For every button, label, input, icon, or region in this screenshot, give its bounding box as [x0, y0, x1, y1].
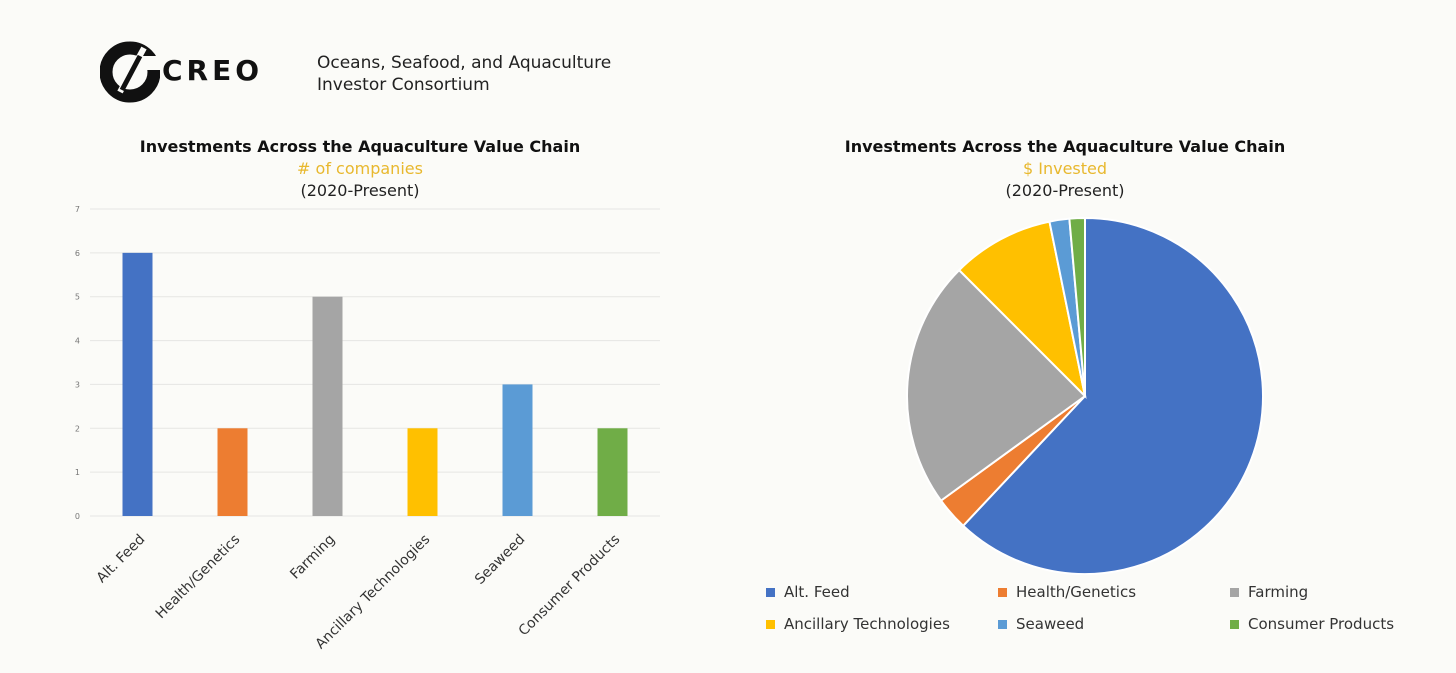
- legend-label: Consumer Products: [1248, 615, 1395, 633]
- x-tick-label: Alt. Feed: [94, 532, 149, 587]
- bar: [502, 384, 533, 516]
- legend-label: Farming: [1248, 583, 1309, 601]
- creo-logo-mark-icon: [100, 41, 160, 103]
- bar-chart-title: Investments Across the Aquaculture Value…: [139, 137, 581, 156]
- x-tick-label: Consumer Products: [516, 532, 624, 640]
- y-tick-label: 1: [75, 468, 80, 477]
- legend-label: Ancillary Technologies: [784, 615, 950, 633]
- legend-swatch: [766, 587, 775, 597]
- bar: [217, 428, 248, 516]
- y-tick-label: 6: [75, 249, 80, 258]
- legend-item-ancillary-technologies: Ancillary Technologies: [766, 614, 998, 634]
- pie-slice: [1048, 217, 1086, 397]
- legend-item-health-genetics: Health/Genetics: [998, 582, 1230, 602]
- legend-swatch: [766, 619, 775, 629]
- creo-logo-text: CREO: [162, 54, 264, 87]
- pie-legend: Alt. Feed Health/Genetics Farming Ancill…: [766, 582, 1446, 634]
- pie-slice: [939, 395, 1086, 528]
- legend-item-seaweed: Seaweed: [998, 614, 1230, 634]
- consortium-line-2: Investor Consortium: [317, 75, 490, 95]
- pie-slice: [961, 216, 1264, 575]
- y-tick-label: 5: [75, 293, 80, 302]
- x-tick-label: Health/Genetics: [153, 532, 244, 623]
- pie-slice: [906, 268, 1087, 503]
- pie-chart-subtitle: $ Invested: [1022, 159, 1108, 178]
- x-tick-label: Seaweed: [472, 532, 528, 588]
- pie-chart-title: Investments Across the Aquaculture Value…: [844, 137, 1286, 156]
- legend-swatch: [1230, 619, 1239, 629]
- bar: [312, 296, 343, 516]
- pie-chart-period: (2020-Present): [1005, 181, 1125, 200]
- bar: [597, 428, 628, 516]
- y-tick-label: 4: [75, 337, 80, 346]
- bar: [407, 428, 438, 516]
- bar: [122, 252, 153, 516]
- legend-label: Health/Genetics: [1016, 583, 1137, 601]
- legend-item-consumer-products: Consumer Products: [1230, 614, 1446, 634]
- bar-chart-subtitle: # of companies: [297, 159, 423, 178]
- legend-swatch: [998, 619, 1007, 629]
- consortium-name: Oceans, Seafood, and Aquaculture Investo…: [317, 52, 611, 96]
- pie-slice: [1068, 216, 1086, 397]
- y-tick-label: 2: [75, 424, 80, 433]
- pie-slice: [957, 220, 1087, 400]
- legend-swatch: [1230, 587, 1239, 597]
- legend-label: Seaweed: [1016, 615, 1085, 633]
- legend-item-alt-feed: Alt. Feed: [766, 582, 998, 602]
- y-tick-label: 3: [75, 380, 80, 389]
- y-tick-label: 0: [75, 512, 80, 521]
- y-tick-label: 7: [75, 205, 80, 214]
- bar-chart-period: (2020-Present): [300, 181, 420, 200]
- legend-item-farming: Farming: [1230, 582, 1446, 602]
- legend-swatch: [998, 587, 1007, 597]
- consortium-line-1: Oceans, Seafood, and Aquaculture: [317, 53, 612, 73]
- x-tick-label: Farming: [287, 532, 338, 583]
- creo-logo: CREO: [100, 34, 300, 110]
- legend-label: Alt. Feed: [784, 583, 850, 601]
